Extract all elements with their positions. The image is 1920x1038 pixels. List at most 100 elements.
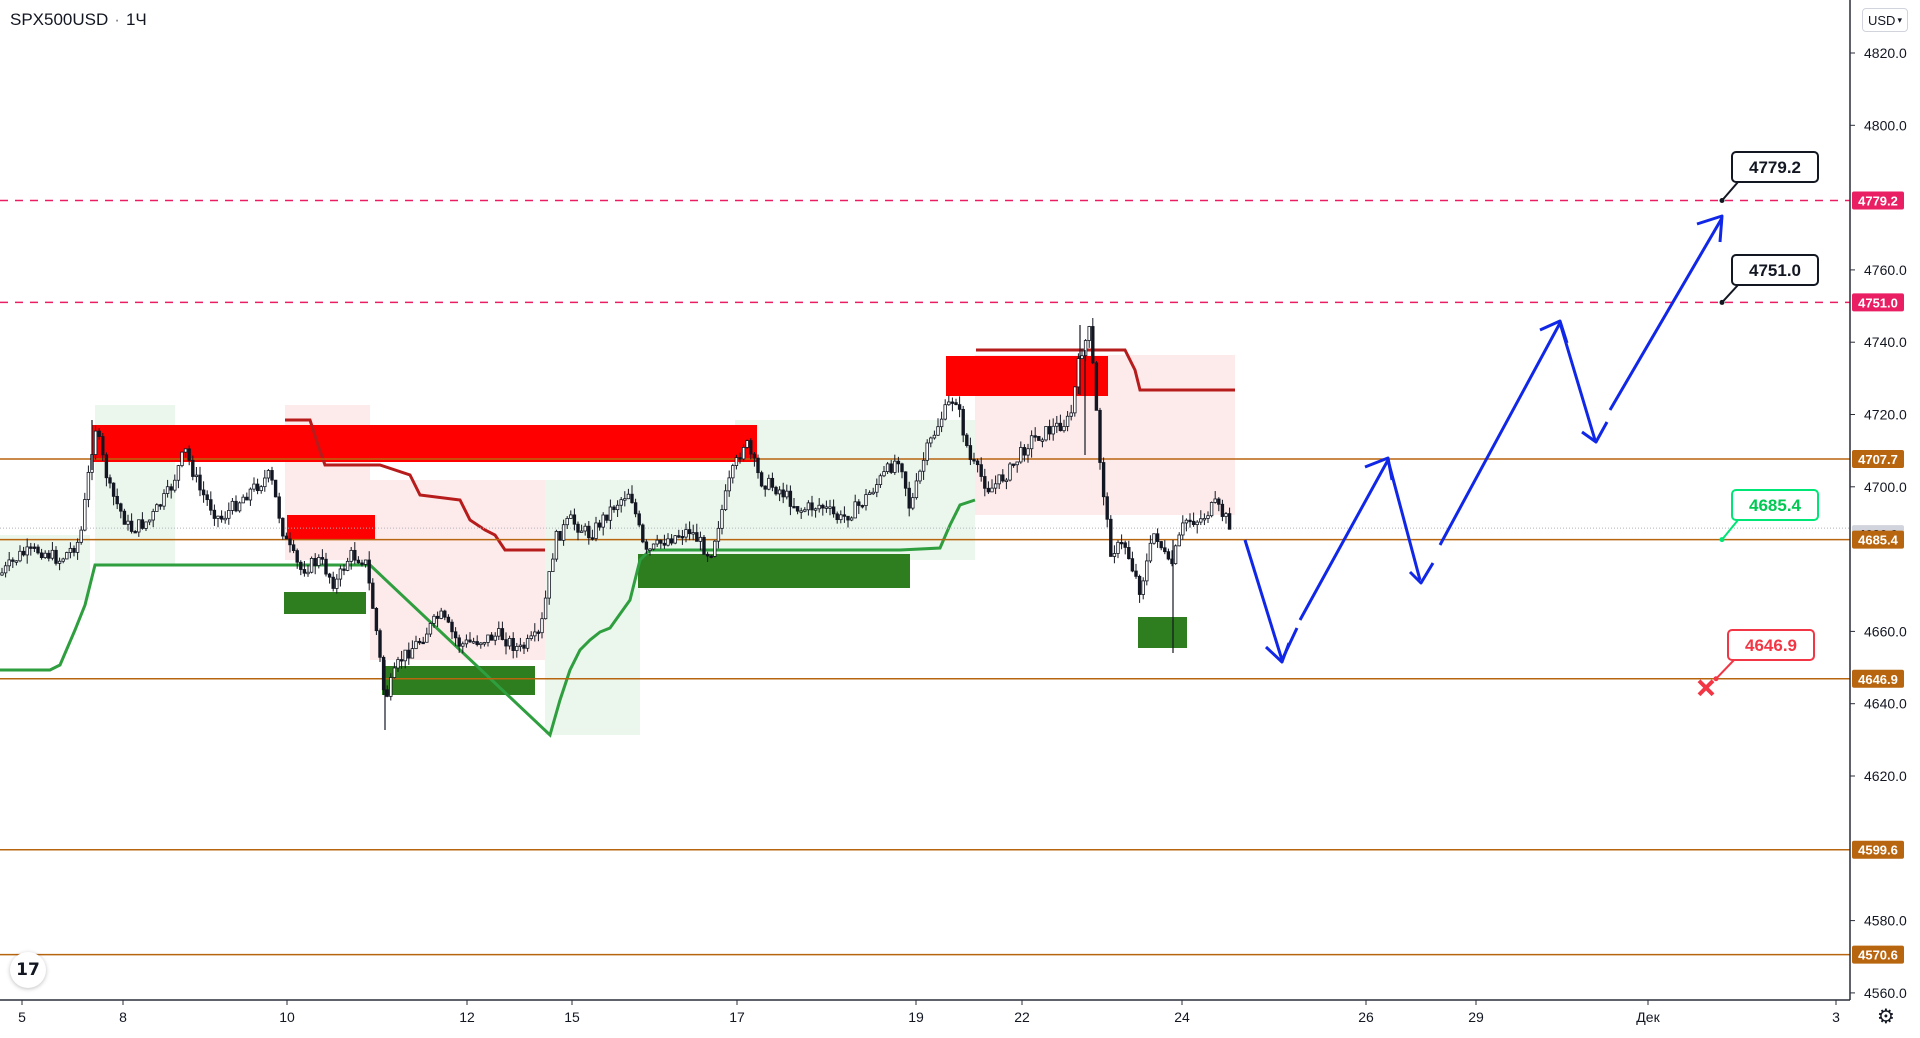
price-label-text: 4570.6 [1858, 948, 1898, 963]
candle-body [1069, 412, 1073, 417]
price-label-box [1852, 840, 1904, 859]
price-tick-label: 4580.0 [1864, 913, 1907, 929]
candle-body [191, 459, 195, 477]
candle-body [284, 535, 289, 540]
shade-area [0, 535, 90, 600]
candle-body [61, 558, 65, 562]
supply-zone[interactable] [287, 515, 375, 540]
candle-body [752, 453, 757, 459]
candle-body [723, 490, 728, 510]
candle-body [792, 506, 796, 509]
candle-body [464, 639, 469, 645]
callout-box[interactable] [1731, 151, 1819, 183]
candle-body [0, 572, 4, 576]
price-axis[interactable]: 4820.0 4800.0 4760.0 4740.0 4720.0 4700.0 4660… [1850, 45, 1907, 1001]
candle-body [558, 530, 562, 541]
candle-body [932, 434, 937, 439]
candle-body [806, 502, 811, 511]
candle-body [777, 489, 782, 495]
candle-body [615, 504, 620, 511]
candle-body [551, 558, 555, 573]
candle-body [281, 517, 285, 537]
trailing-stop-down [976, 348, 1235, 392]
price-callout[interactable]: 4646.9 [1713, 629, 1815, 682]
candle-body [1022, 447, 1027, 456]
candle-body [353, 549, 357, 561]
candle-body [1134, 570, 1138, 577]
price-axis-label[interactable]: 4570.6 [1852, 945, 1904, 964]
candle-body [608, 506, 613, 521]
projection-path[interactable] [1243, 214, 1724, 664]
candle-body [831, 506, 836, 515]
price-axis-label[interactable]: 4646.9 [1852, 669, 1904, 688]
candle-body [1213, 498, 1217, 503]
time-tick-label: 5 [18, 1009, 26, 1025]
tradingview-logo-icon[interactable]: 17 [10, 952, 46, 988]
candle-body [763, 485, 767, 490]
supply-zone[interactable] [946, 356, 1108, 396]
demand-zone[interactable] [1138, 617, 1187, 648]
candle-body [1029, 435, 1034, 450]
candle-body [389, 677, 393, 697]
time-axis[interactable]: 5 8 10 12 15 17 19 22 24 26 29 Дек 3 [18, 1000, 1840, 1025]
candle-body [1112, 553, 1117, 557]
price-tick-label: 4820.0 [1864, 45, 1907, 61]
price-axis-background [1850, 0, 1920, 1038]
candle-body [659, 539, 663, 544]
candle-body [569, 514, 573, 519]
price-axis-label[interactable]: 4685.4 [1852, 530, 1904, 549]
stop-x-icon[interactable] [1697, 679, 1715, 697]
callout-box[interactable] [1731, 489, 1819, 521]
candle-body [227, 510, 231, 519]
candle-body [889, 463, 893, 473]
candle-body [1127, 547, 1131, 560]
symbol-name[interactable]: SPX500USD [10, 10, 109, 29]
projection-segment[interactable] [1608, 217, 1724, 411]
candle-body [1037, 435, 1041, 441]
currency-selector[interactable]: USD ▾ [1862, 8, 1908, 32]
price-callout[interactable]: 4685.4 [1719, 489, 1819, 543]
candle-body [605, 514, 609, 521]
callout-box[interactable] [1731, 254, 1819, 286]
candle-body [299, 561, 303, 570]
projection-segment[interactable] [1243, 539, 1284, 661]
candle-body [209, 499, 213, 511]
candle-body [1220, 503, 1225, 517]
candle-body [803, 509, 807, 512]
projection-segment[interactable] [1298, 459, 1390, 621]
candle-body [860, 505, 865, 508]
callout-box[interactable] [1727, 629, 1815, 661]
candle-body [324, 558, 328, 575]
price-tick-label: 4620.0 [1864, 768, 1907, 784]
demand-zone[interactable] [382, 666, 535, 695]
price-axis-label[interactable]: 4779.2 [1852, 191, 1904, 210]
callout-pointer [1721, 284, 1739, 304]
projection-segment[interactable] [1386, 459, 1422, 581]
demand-zone[interactable] [284, 592, 366, 614]
symbol-title[interactable]: SPX500USD · 1Ч [10, 10, 147, 30]
price-axis-label[interactable]: 4599.6 [1852, 840, 1904, 859]
price-callout[interactable]: 4779.2 [1719, 151, 1819, 203]
projection-segment[interactable] [1438, 322, 1562, 546]
supply-zone[interactable] [92, 425, 757, 462]
candle-body [396, 659, 400, 669]
price-axis-label[interactable]: 4751.0 [1852, 293, 1904, 312]
candle-body [367, 559, 371, 584]
candle-body [972, 459, 976, 462]
candle-body [1105, 496, 1109, 520]
candle-body [507, 638, 512, 647]
demand-zone[interactable] [638, 554, 910, 588]
candle-body [695, 532, 699, 542]
price-label-box [1852, 293, 1904, 312]
price-callout[interactable]: 4751.0 [1719, 254, 1819, 305]
gear-icon[interactable]: ⚙ [1877, 1004, 1895, 1028]
candle-body [302, 569, 307, 574]
candle-body [1159, 541, 1163, 549]
candle-body [356, 559, 361, 564]
candle-body [770, 477, 775, 488]
candle-body [75, 541, 80, 553]
callout-anchor-dot [1719, 299, 1725, 305]
price-axis-label[interactable]: 4707.7 [1852, 449, 1904, 468]
interval-label[interactable]: 1Ч [125, 10, 147, 29]
